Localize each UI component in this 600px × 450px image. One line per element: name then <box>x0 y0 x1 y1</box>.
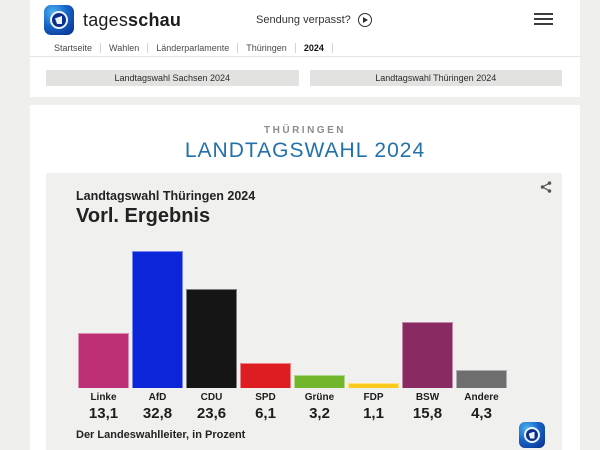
party-label: Andere <box>464 392 499 403</box>
tagesschau-globe-icon <box>44 5 74 35</box>
bar-afd <box>132 250 183 388</box>
hamburger-menu-icon[interactable] <box>534 13 553 25</box>
breadcrumb-separator <box>331 43 333 53</box>
party-value: 32,8 <box>142 405 173 422</box>
topbar: tagesschau Sendung verpasst? <box>30 0 580 40</box>
party-label: Grüne <box>304 392 335 403</box>
breadcrumb-separator <box>294 43 296 53</box>
party-column-spd: SPD 6,1 <box>240 248 291 422</box>
bar-linke <box>78 333 129 388</box>
party-label: FDP <box>363 392 384 403</box>
share-icon[interactable] <box>539 180 553 194</box>
party-value: 1,1 <box>363 405 384 422</box>
brand-wordmark: tagesschau <box>83 9 182 30</box>
breadcrumb-separator <box>237 43 239 53</box>
party-label: CDU <box>200 392 223 403</box>
tab-landtagswahl-sachsen[interactable]: Landtagswahl Sachsen 2024 <box>46 70 299 86</box>
ard-tagesschau-watermark-icon <box>519 422 545 448</box>
bar-fdp <box>348 383 399 388</box>
sendung-verpasst-label: Sendung verpasst? <box>256 14 351 26</box>
breadcrumb-separator <box>100 43 102 53</box>
page-kicker: THÜRINGEN <box>264 125 346 136</box>
election-tabs: Landtagswahl Sachsen 2024 Landtagswahl T… <box>46 70 562 86</box>
bar-cdu <box>186 289 237 388</box>
party-column-grüne: Grüne 3,2 <box>294 248 345 422</box>
party-column-fdp: FDP 1,1 <box>348 248 399 422</box>
party-value: 4,3 <box>471 405 492 422</box>
play-circle-icon <box>357 13 372 27</box>
party-value: 6,1 <box>255 405 276 422</box>
breadcrumb-item-startseite[interactable]: Startseite <box>54 43 93 53</box>
party-value: 3,2 <box>309 405 330 422</box>
chart-kicker: Landtagswahl Thüringen 2024 <box>76 189 256 203</box>
breadcrumb-item-2024[interactable]: 2024 <box>303 43 324 53</box>
brand-logo-link[interactable]: tagesschau <box>44 5 181 35</box>
party-label: BSW <box>415 392 440 403</box>
chart-title: Vorl. Ergebnis <box>76 205 211 227</box>
breadcrumb-item-wahlen[interactable]: Wahlen <box>109 43 140 53</box>
party-value: 15,8 <box>412 405 443 422</box>
breadcrumb-separator <box>147 43 149 53</box>
sendung-verpasst-button[interactable]: Sendung verpasst? <box>256 13 372 27</box>
bar-chart-columns: Linke 13,1 AfD 32,8 CDU 23,6 SPD 6,1 Grüne 3,2 FDP… <box>78 248 562 422</box>
party-label: Linke <box>90 392 117 403</box>
page-title: LANDTAGSWAHL 2024 <box>184 139 426 162</box>
bar-bsw <box>402 322 453 388</box>
bar-andere <box>456 370 507 388</box>
results-chart: Landtagswahl Thüringen 2024 Vorl. Ergebn… <box>46 173 562 450</box>
main-content: THÜRINGEN LANDTAGSWAHL 2024 Landtagswahl… <box>30 105 580 450</box>
tab-landtagswahl-thueringen[interactable]: Landtagswahl Thüringen 2024 <box>309 70 562 86</box>
header: tagesschau Sendung verpasst? Startseite W… <box>30 0 580 97</box>
chart-source: Der Landeswahlleiter, in Prozent <box>76 429 246 441</box>
bar-spd <box>240 362 291 388</box>
party-value: 13,1 <box>88 405 119 422</box>
party-label: SPD <box>255 392 276 403</box>
party-column-cdu: CDU 23,6 <box>186 248 237 422</box>
party-value: 23,6 <box>196 405 227 422</box>
breadcrumb: Startseite Wahlen Länderparlamente Thüringe… <box>30 40 580 57</box>
breadcrumb-item-länderparlamente[interactable]: Länderparlamente <box>156 43 230 53</box>
party-column-bsw: BSW 15,8 <box>402 248 453 422</box>
party-column-linke: Linke 13,1 <box>78 248 129 422</box>
party-column-afd: AfD 32,8 <box>132 248 183 422</box>
party-column-andere: Andere 4,3 <box>456 248 507 422</box>
bar-grüne <box>294 374 345 388</box>
breadcrumb-item-thüringen[interactable]: Thüringen <box>246 43 287 53</box>
party-label: AfD <box>148 392 167 403</box>
